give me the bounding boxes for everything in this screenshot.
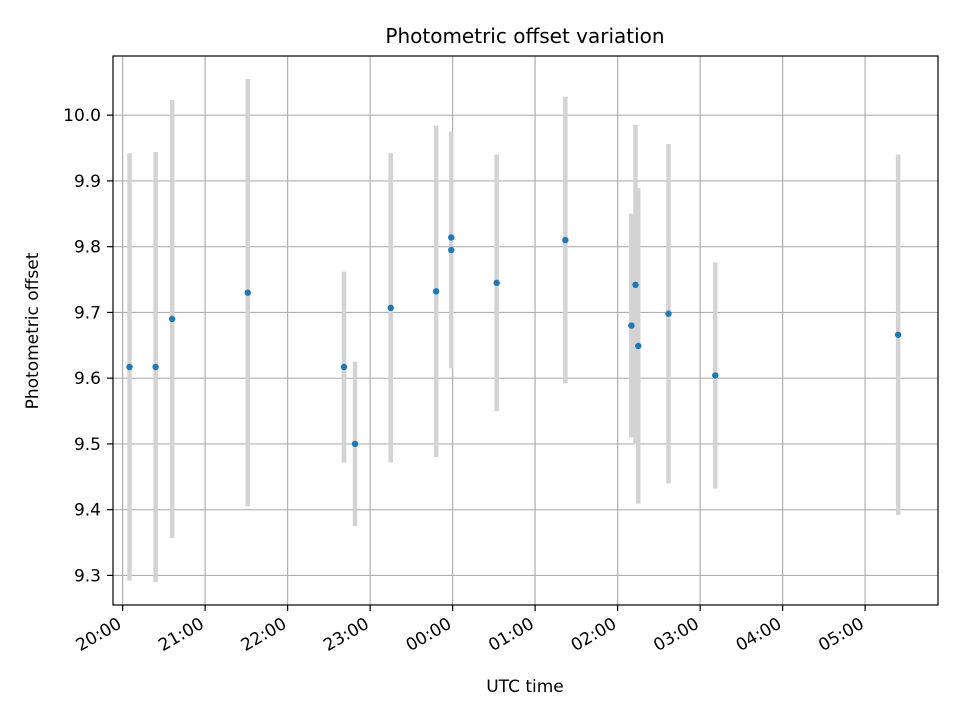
data-point xyxy=(632,281,639,289)
y-axis-ticks: 9.3 9.4 9.5 9.6 9.7 9.8 9.9 10.0 xyxy=(63,106,113,586)
data-point xyxy=(562,236,569,244)
y-tick-label: 9.8 xyxy=(74,238,101,258)
y-tick-label: 9.7 xyxy=(74,303,101,323)
y-tick-label: 9.5 xyxy=(74,435,101,455)
data-point xyxy=(387,304,394,312)
data-point xyxy=(244,289,251,296)
data-point xyxy=(351,440,359,448)
x-axis-label: UTC time xyxy=(486,677,564,697)
data-point xyxy=(493,279,500,287)
data-point xyxy=(152,363,159,371)
data-point xyxy=(432,288,440,295)
y-tick-label: 9.3 xyxy=(74,566,101,586)
y-tick-label: 10.0 xyxy=(63,106,101,126)
y-tick-label: 9.6 xyxy=(74,369,101,389)
data-point xyxy=(448,246,455,254)
y-tick-label: 9.4 xyxy=(74,501,101,521)
data-point xyxy=(168,315,176,323)
data-point xyxy=(126,363,133,371)
data-point xyxy=(894,331,902,338)
grid xyxy=(113,56,938,605)
y-axis-label: Photometric offset xyxy=(23,252,43,409)
plot-frame xyxy=(112,55,939,606)
data-point xyxy=(712,372,719,379)
data-point xyxy=(448,234,455,241)
data-point xyxy=(665,310,672,317)
data-points xyxy=(126,234,902,448)
data-point xyxy=(635,342,642,350)
chart-title: Photometric offset variation xyxy=(385,24,664,48)
data-point xyxy=(340,363,348,371)
y-tick-label: 9.9 xyxy=(74,172,101,192)
data-point xyxy=(628,322,635,329)
